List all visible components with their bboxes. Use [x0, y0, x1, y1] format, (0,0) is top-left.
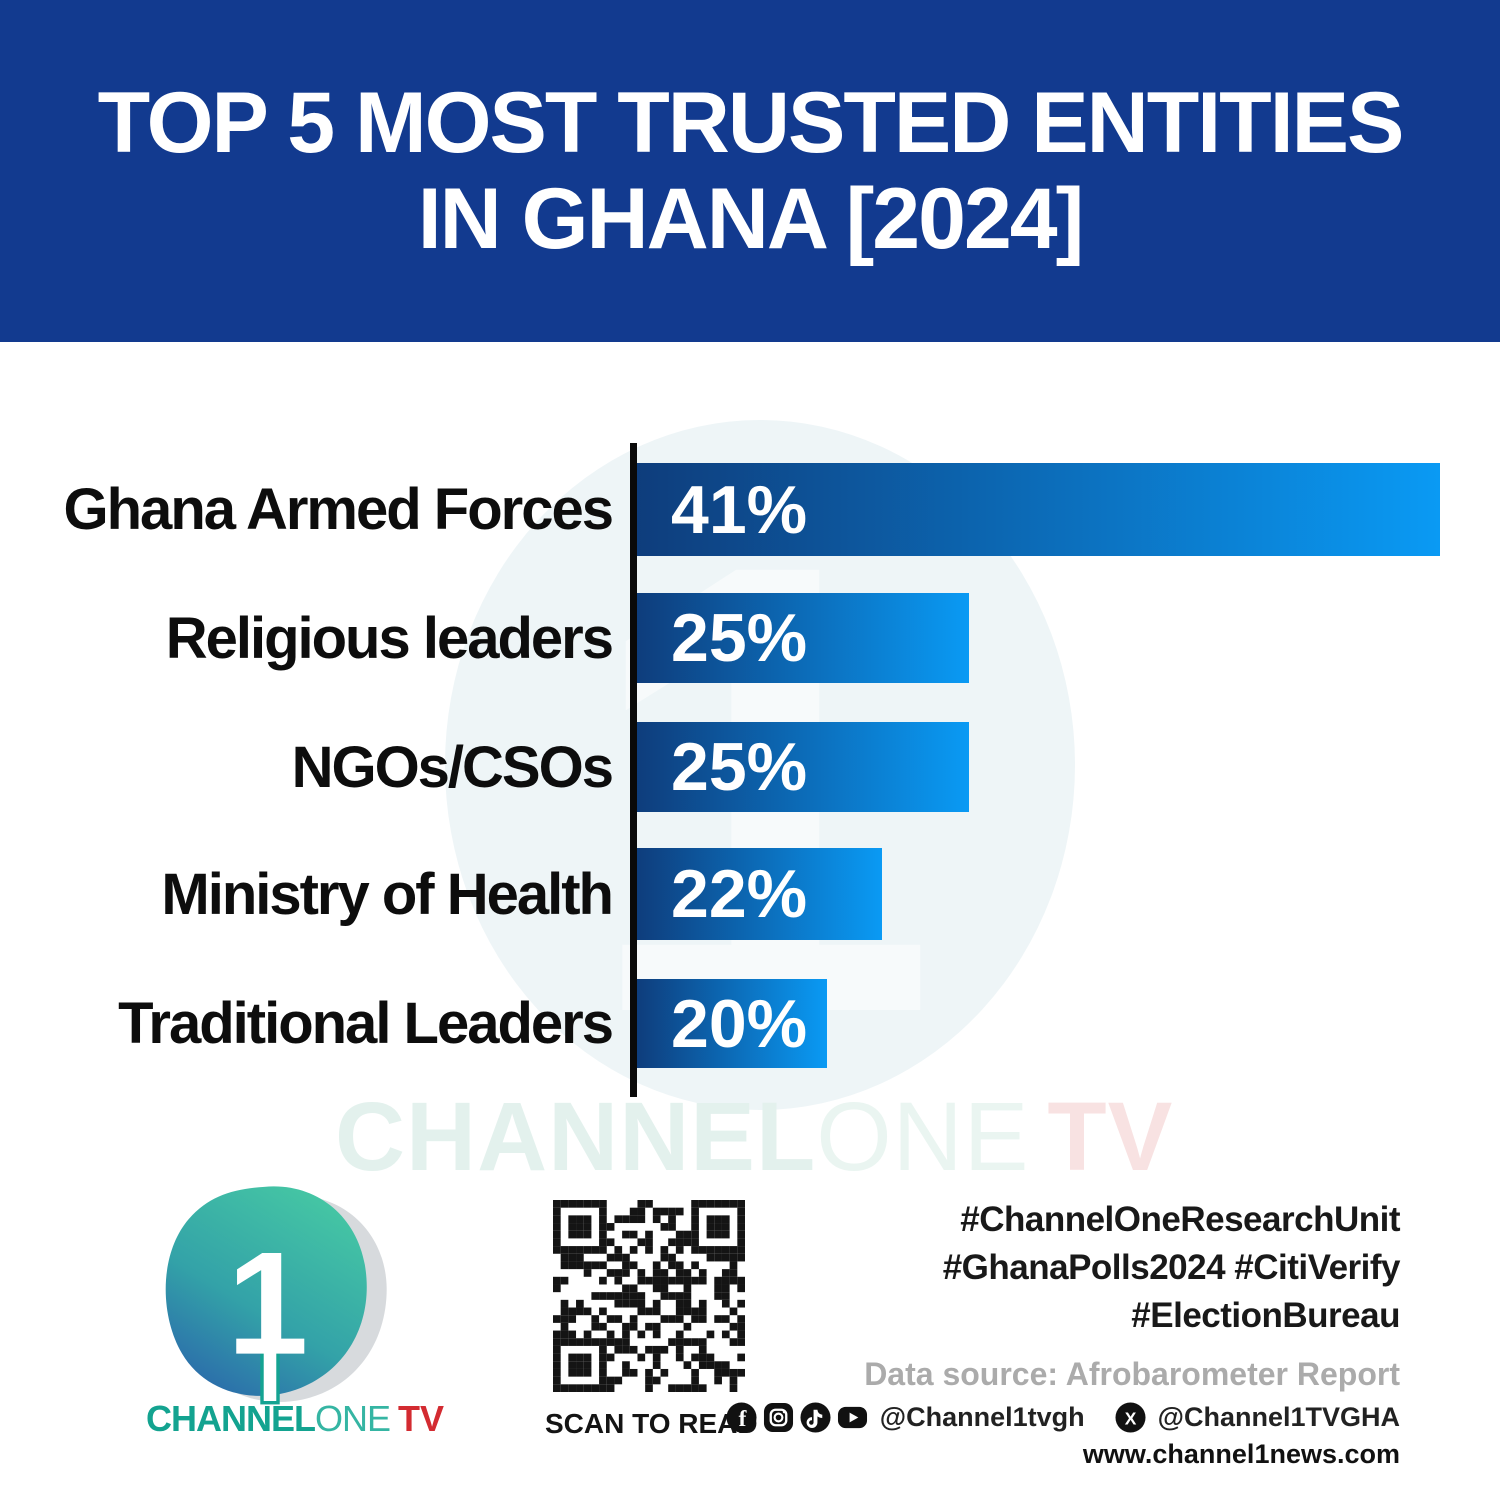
- bar-value: 20%: [671, 985, 808, 1062]
- bar: 25%: [637, 593, 969, 683]
- watermark-tv: TV: [1047, 1082, 1174, 1191]
- watermark-channel: CHANNEL: [335, 1082, 817, 1191]
- footer-right-column: #ChannelOneResearchUnit #GhanaPolls2024 …: [726, 1196, 1401, 1470]
- logo-one-tail: [260, 1349, 280, 1405]
- logo-pebble: [165, 1186, 367, 1396]
- bar-value: 22%: [671, 856, 808, 932]
- header-banner: TOP 5 MOST TRUSTED ENTITIES IN GHANA [20…: [0, 0, 1500, 342]
- logo-wordmark: CHANNELONE TV: [146, 1398, 446, 1440]
- chart-axis-line: [630, 443, 637, 1097]
- watermark-one: ONE: [816, 1082, 1030, 1191]
- bar-value: 25%: [671, 729, 808, 805]
- youtube-icon: [837, 1406, 867, 1429]
- svg-text:f: f: [738, 1406, 746, 1432]
- website-url: www.channel1news.com: [1082, 1439, 1400, 1469]
- bar-label: Traditional Leaders: [118, 991, 614, 1056]
- bar: 25%: [637, 722, 969, 812]
- bar: 41%: [637, 463, 1440, 556]
- logo-one-numeral: 1: [227, 1222, 308, 1385]
- social-media-row: f @Channel1tvgh X @Channel1TVGHA: [726, 1402, 1400, 1433]
- logo-word-tv: TV: [398, 1398, 445, 1439]
- logo-word-channel: CHANNEL: [146, 1398, 316, 1439]
- instagram-icon: [763, 1402, 793, 1433]
- bar-label: NGOs/CSOs: [291, 734, 614, 800]
- facebook-icon: f: [726, 1402, 757, 1433]
- tiktok-icon: [800, 1402, 831, 1433]
- hashtag-line-1: #ChannelOneResearchUnit: [960, 1200, 1400, 1239]
- hashtag-line-2: #GhanaPolls2024 #CitiVerify: [942, 1248, 1401, 1287]
- social-handle-x: @Channel1TVGHA: [1157, 1402, 1400, 1432]
- x-icon: X: [1115, 1402, 1146, 1433]
- bar-value: 25%: [671, 600, 808, 676]
- page-title-line2: IN GHANA [2024]: [417, 171, 1085, 267]
- bar-label: Ministry of Health: [161, 861, 614, 927]
- channel-one-watermark: CHANNELONE TV: [335, 1088, 1173, 1185]
- bar-label: Religious leaders: [165, 605, 614, 671]
- bar-label: Ghana Armed Forces: [63, 477, 614, 542]
- qr-code: [553, 1200, 745, 1392]
- channel-one-logo: 1: [165, 1186, 387, 1405]
- bar: 20%: [637, 979, 827, 1068]
- social-handle-primary: @Channel1tvgh: [879, 1402, 1085, 1432]
- page-title-line1: TOP 5 MOST TRUSTED ENTITIES: [97, 74, 1405, 171]
- bar: 22%: [637, 848, 882, 940]
- logo-word-one: ONE: [315, 1398, 391, 1439]
- data-source-text: Data source: Afrobarometer Report: [864, 1356, 1400, 1392]
- bar-value: 41%: [671, 471, 808, 548]
- qr-scan-label: SCAN TO READ: [545, 1408, 758, 1439]
- svg-text:X: X: [1124, 1408, 1136, 1428]
- hashtag-line-3: #ElectionBureau: [1131, 1296, 1400, 1335]
